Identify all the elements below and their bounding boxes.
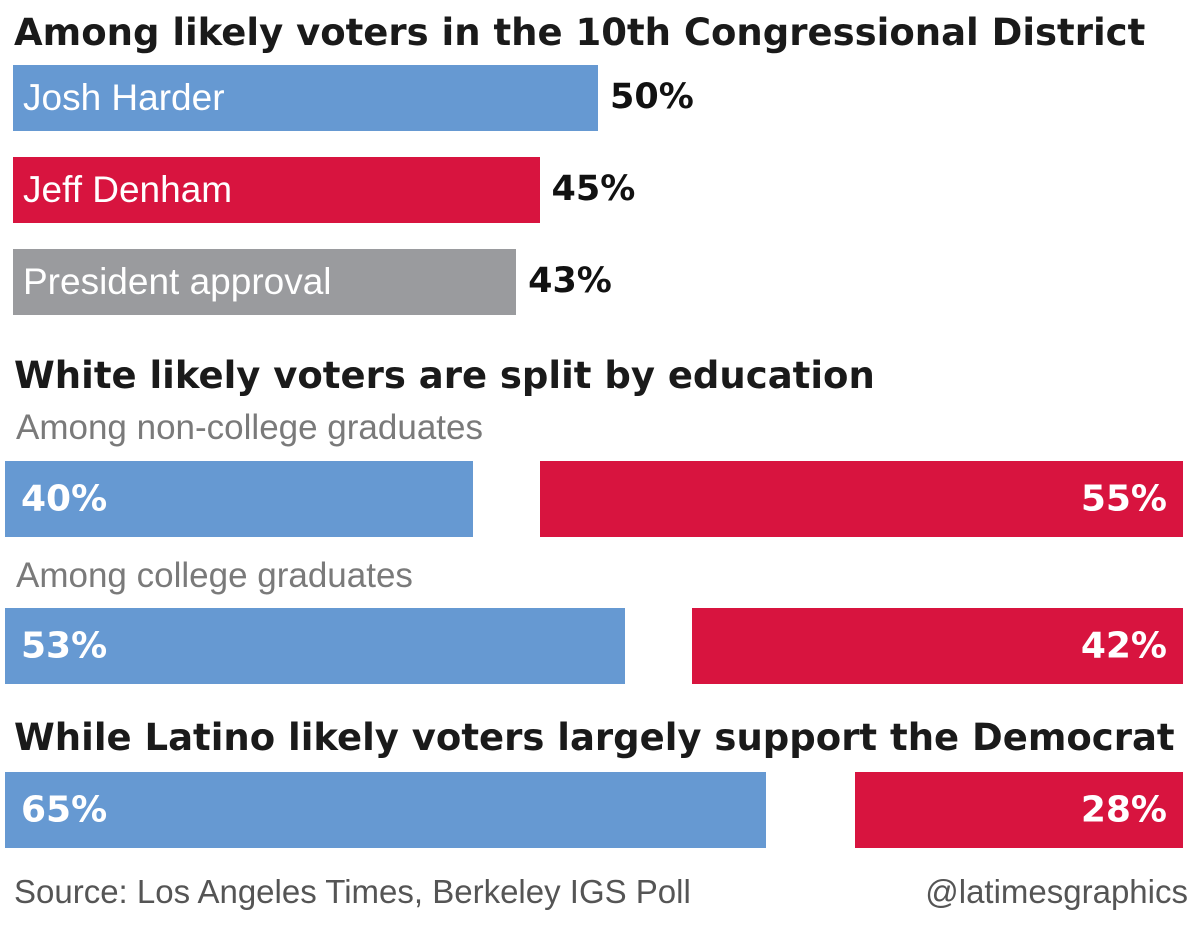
value-label: 45% (551, 169, 636, 209)
bar-label: Josh Harder (23, 77, 225, 118)
bar-president-approval: President approval (13, 249, 517, 315)
credit-handle: @latimesgraphics (925, 873, 1188, 910)
value-label: 40% (21, 478, 108, 520)
value-label: 50% (610, 77, 694, 117)
source-note: Source: Los Angeles Times, Berkeley IGS … (14, 873, 691, 910)
heading-latino-voters: While Latino likely voters largely suppo… (14, 716, 1175, 759)
bar-denham: 28% (855, 772, 1183, 848)
heading-white-voters: White likely voters are split by educati… (14, 354, 875, 397)
bar-label: President approval (23, 261, 332, 302)
value-label: 43% (528, 261, 612, 301)
bar-harder: 65% (5, 772, 766, 848)
value-label: 42% (1080, 625, 1167, 667)
subheading-college: Among college graduates (16, 556, 413, 595)
bar-jeff-denham: Jeff Denham (13, 157, 540, 223)
value-label: 53% (21, 625, 108, 667)
bar-harder: 53% (5, 608, 626, 684)
value-label: 65% (21, 789, 108, 831)
bar-denham: 42% (691, 608, 1183, 684)
bar-josh-harder: Josh Harder (13, 65, 598, 131)
bar-denham: 55% (539, 461, 1183, 537)
bar-harder: 40% (5, 461, 473, 537)
value-label: 28% (1080, 789, 1167, 831)
value-label: 55% (1080, 478, 1167, 520)
heading-district: Among likely voters in the 10th Congress… (14, 11, 1146, 54)
bar-label: Jeff Denham (23, 169, 233, 210)
subheading-non-college: Among non-college graduates (16, 408, 483, 447)
